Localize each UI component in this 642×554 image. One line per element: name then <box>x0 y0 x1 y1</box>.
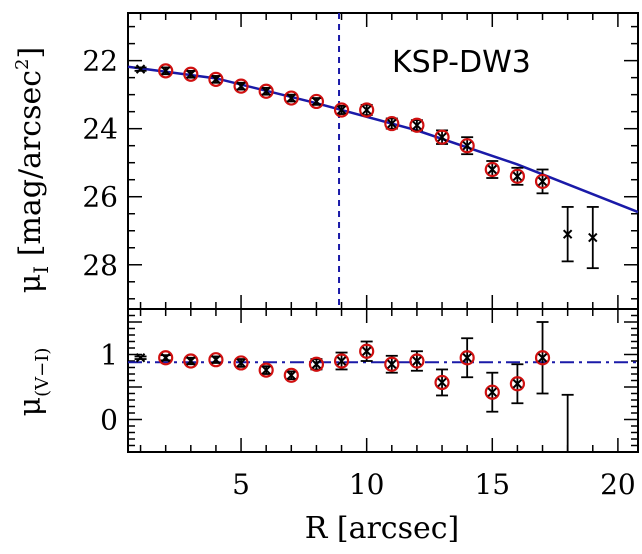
bottom-data-point <box>487 387 497 397</box>
top-data-circle <box>359 102 375 118</box>
bottom-data-point <box>135 353 146 363</box>
top-ylabel-main: μ <box>13 274 48 294</box>
top-data-point <box>211 74 221 85</box>
bottom-data-circle <box>283 367 299 383</box>
bottom-data-point <box>160 353 171 363</box>
top-data-circle <box>233 78 249 94</box>
top-data-circle <box>409 117 425 133</box>
top-y-axis-label: μI [mag/arcsec2] <box>12 47 53 293</box>
bottom-ytick-label: 1 <box>100 339 118 372</box>
bottom-y-axis-label: μ(V−I) <box>13 348 53 417</box>
top-data-point <box>361 105 372 115</box>
bottom-data-circle <box>459 350 475 366</box>
bottom-data-point <box>261 365 271 375</box>
bottom-data-point <box>412 356 422 366</box>
bottom-data-circle <box>484 384 500 400</box>
top-data-point <box>412 120 422 130</box>
top-ytick-label: 24 <box>82 113 118 146</box>
top-data-point <box>261 86 271 96</box>
bottom-data-point <box>236 358 246 368</box>
top-data-point <box>462 140 472 151</box>
top-data-point <box>311 96 322 107</box>
bottom-frame <box>127 308 639 453</box>
top-data-point <box>387 118 397 129</box>
top-annotation: KSP-DW3 <box>392 45 531 80</box>
top-data-point <box>160 66 171 76</box>
top-ylabel-sup: 2 <box>12 58 33 69</box>
top-data-point <box>562 229 573 239</box>
top-data-circle <box>484 161 500 178</box>
top-data-circle <box>384 115 400 132</box>
top-ytick-label: 26 <box>82 181 118 214</box>
top-frame <box>127 12 639 310</box>
top-panel: 22 24 26 28 <box>82 12 639 310</box>
x-axis-label: R [arcsec] <box>305 511 460 546</box>
top-data-circle <box>183 66 199 82</box>
top-data-circle <box>258 83 274 99</box>
top-data-point <box>336 105 347 115</box>
bottom-data-circle <box>183 353 199 369</box>
bottom-data-circle <box>333 353 350 369</box>
bottom-data-point <box>537 353 548 363</box>
bottom-panel: 015 10 15 20 <box>100 308 639 501</box>
bottom-data-circle <box>308 356 325 372</box>
bottom-data-circle <box>434 374 450 391</box>
top-data-circle <box>283 90 299 106</box>
bottom-ylabel-sub: (V−I) <box>32 348 53 397</box>
top-data-circle <box>459 138 475 154</box>
bottom-data-circle <box>384 356 400 372</box>
top-ytick-label: 28 <box>82 249 118 282</box>
top-data-point <box>437 132 447 142</box>
top-data-point <box>186 69 196 79</box>
bottom-data-point <box>186 356 196 366</box>
top-data-circle <box>208 71 224 87</box>
top-data-circle <box>333 102 350 118</box>
x-tick-label: 5 <box>232 468 250 501</box>
bottom-data-circle <box>233 355 249 371</box>
bottom-data-point <box>512 379 523 389</box>
sersic-fit-line <box>127 65 639 214</box>
top-data-circle <box>308 93 325 110</box>
x-tick-label: 15 <box>474 468 510 501</box>
top-data-point <box>236 81 246 91</box>
top-data-circle <box>509 168 526 184</box>
top-data-circle <box>158 63 174 79</box>
top-data-point <box>487 164 497 175</box>
bottom-data-circle <box>158 350 174 366</box>
top-ylabel-end: ] <box>13 47 48 59</box>
x-tick-label: 20 <box>600 468 636 501</box>
bottom-data-point <box>437 377 447 388</box>
top-ytick-label: 22 <box>82 45 118 78</box>
top-data-circle <box>534 173 551 190</box>
top-ylabel-rest: [mag/arcsec <box>13 70 48 266</box>
top-data-point <box>537 176 548 187</box>
bottom-data-point <box>361 346 372 356</box>
bottom-data-circle <box>409 353 425 369</box>
top-data-point <box>286 93 297 103</box>
bottom-ytick-label: 0 <box>100 404 118 437</box>
svg-text:μ(V−I): μ(V−I) <box>13 348 53 417</box>
top-data-point <box>512 171 523 182</box>
bottom-data-point <box>462 353 472 363</box>
bottom-data-point <box>336 356 347 366</box>
bottom-data-circle <box>208 352 224 368</box>
bottom-data-circle <box>509 376 526 392</box>
top-data-point <box>135 64 146 74</box>
top-data-point <box>588 232 598 243</box>
bottom-data-point <box>286 370 297 381</box>
bottom-data-circle <box>359 343 375 359</box>
bottom-data-circle <box>534 350 551 366</box>
bottom-data-point <box>387 359 397 369</box>
top-ylabel-sub: I <box>29 266 53 274</box>
top-data-circle <box>434 129 450 145</box>
bottom-data-circle <box>258 362 274 378</box>
bottom-data-point <box>211 354 221 365</box>
x-tick-label: 10 <box>349 468 385 501</box>
svg-text:μI [mag/arcsec2]: μI [mag/arcsec2] <box>12 47 53 293</box>
bottom-ylabel-main: μ <box>13 397 48 417</box>
bottom-data-point <box>311 359 322 369</box>
